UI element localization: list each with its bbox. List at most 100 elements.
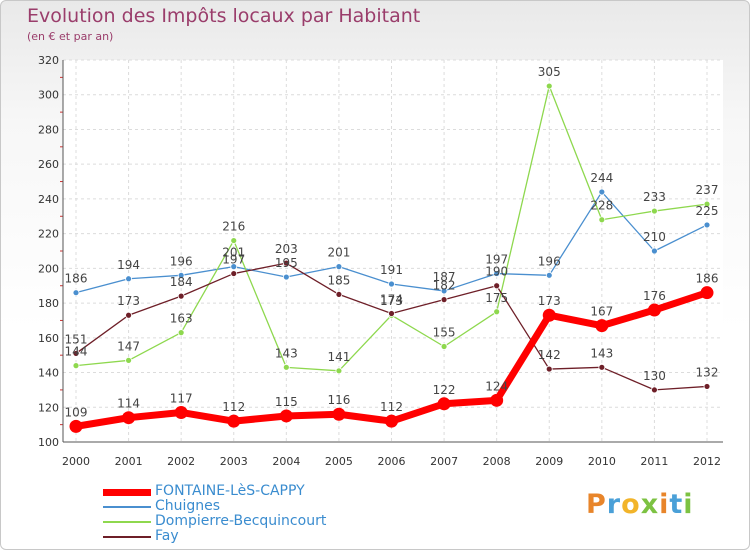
series-point <box>647 303 661 317</box>
data-label: 237 <box>696 183 719 197</box>
series-point <box>440 296 448 304</box>
data-label: 143 <box>275 346 298 360</box>
data-label: 216 <box>222 220 245 234</box>
series-point <box>651 207 658 215</box>
series-point <box>279 409 293 423</box>
chart-subtitle: (en € et par an) <box>27 30 114 43</box>
series-point <box>332 407 346 421</box>
x-tick-label: 2007 <box>430 455 458 468</box>
data-label: 187 <box>433 270 456 284</box>
x-tick-label: 2001 <box>115 455 143 468</box>
series-point <box>72 289 80 297</box>
series-point <box>177 329 185 337</box>
x-tick-label: 2009 <box>535 455 563 468</box>
data-label: 228 <box>590 199 613 213</box>
data-label: 174 <box>380 293 403 307</box>
y-tick-label: 300 <box>38 89 59 102</box>
data-label: 197 <box>222 253 245 267</box>
series-point <box>703 221 711 229</box>
series-point <box>651 247 658 255</box>
series-point <box>174 405 188 419</box>
y-tick-label: 160 <box>38 332 59 345</box>
data-label: 190 <box>485 265 508 279</box>
series-point <box>125 356 132 364</box>
series-point <box>490 393 504 407</box>
data-label: 151 <box>65 332 88 346</box>
data-label: 194 <box>117 258 140 272</box>
series-point <box>227 414 241 428</box>
series-point <box>282 259 290 267</box>
legend-label: FONTAINE-LèS-CAPPY <box>155 483 305 499</box>
legend-swatch <box>103 536 151 538</box>
series-point <box>493 270 501 277</box>
legend-swatch <box>103 506 151 508</box>
x-tick-label: 2008 <box>483 455 511 468</box>
data-label: 117 <box>170 391 193 405</box>
data-label: 122 <box>433 383 456 397</box>
series-point <box>385 414 398 428</box>
series-point <box>125 275 132 283</box>
series-point <box>177 271 185 279</box>
data-label: 196 <box>538 254 561 268</box>
series-point <box>230 263 238 271</box>
series-point <box>122 411 136 425</box>
data-label: 132 <box>696 365 719 379</box>
y-tick-label: 320 <box>38 54 59 67</box>
data-label: 244 <box>590 171 613 185</box>
y-tick-label: 260 <box>38 158 59 171</box>
series-point <box>335 367 343 375</box>
data-label: 147 <box>117 339 140 353</box>
data-label: 173 <box>117 294 140 308</box>
legend-swatch <box>103 521 151 523</box>
y-tick-label: 240 <box>38 193 59 206</box>
data-label: 109 <box>65 405 88 419</box>
series-point <box>125 311 132 319</box>
data-label: 141 <box>327 350 350 364</box>
y-tick-label: 280 <box>38 123 59 136</box>
legend-label: Chuignes <box>155 498 221 514</box>
series-point <box>437 397 451 411</box>
series-point <box>545 82 553 90</box>
legend-label: Fay <box>155 528 179 544</box>
legend-label: Dompierre-Becquincourt <box>155 513 327 529</box>
series-point <box>72 362 80 370</box>
x-tick-label: 2004 <box>272 455 300 468</box>
x-tick-label: 2012 <box>693 455 721 468</box>
series-point <box>595 319 609 333</box>
data-label: 186 <box>696 272 719 286</box>
data-label: 196 <box>170 254 193 268</box>
series-point <box>651 386 658 394</box>
series-point <box>388 280 395 288</box>
series-point <box>282 273 290 281</box>
y-tick-label: 200 <box>38 262 59 275</box>
data-label: 184 <box>170 275 193 289</box>
series-point <box>335 291 343 298</box>
series-point <box>440 343 448 350</box>
series-point <box>703 200 711 208</box>
x-tick-label: 2006 <box>378 455 406 468</box>
data-label: 114 <box>117 397 140 411</box>
series-point <box>598 188 606 196</box>
series-point <box>282 363 290 371</box>
y-tick-label: 180 <box>38 297 59 310</box>
series-point <box>598 216 606 224</box>
data-label: 143 <box>590 346 613 360</box>
data-label: 203 <box>275 242 298 256</box>
data-label: 175 <box>485 291 508 305</box>
data-label: 191 <box>380 263 403 277</box>
chart-title: Evolution des Impôts locaux par Habitant <box>27 5 421 27</box>
series-point <box>542 308 556 322</box>
y-tick-label: 220 <box>38 228 59 241</box>
x-tick-label: 2010 <box>588 455 616 468</box>
y-tick-label: 140 <box>38 367 59 380</box>
series-point <box>388 310 395 317</box>
series-point <box>230 270 238 277</box>
data-label: 225 <box>696 204 719 218</box>
data-label: 173 <box>380 294 403 308</box>
data-label: 201 <box>327 246 350 260</box>
series-point <box>545 365 553 373</box>
x-tick-label: 2003 <box>220 455 248 468</box>
series-point <box>72 350 80 357</box>
